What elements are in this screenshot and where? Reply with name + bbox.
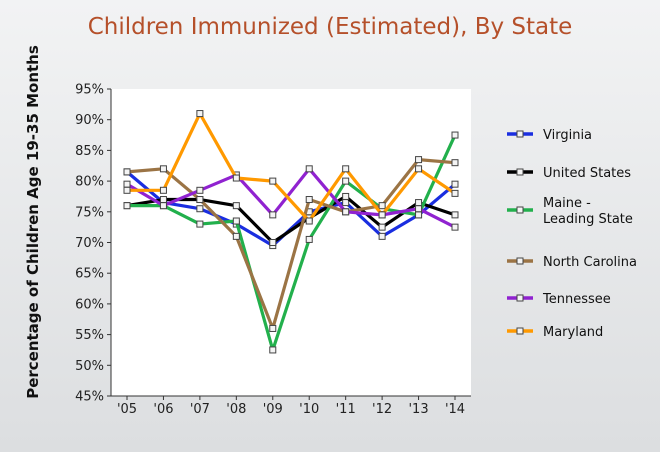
- data-point: [342, 192, 350, 200]
- data-point: [451, 131, 459, 139]
- y-tick-label: 95%: [75, 83, 104, 98]
- y-tick-label: 55%: [75, 328, 104, 343]
- y-tick-label: 75%: [75, 205, 104, 220]
- series-line: [125, 167, 457, 229]
- legend-label: Tennessee: [542, 292, 611, 307]
- series-3: [123, 156, 459, 332]
- data-point: [378, 232, 386, 240]
- data-point: [232, 232, 240, 240]
- legend-label: Virginia: [543, 128, 592, 143]
- data-point: [451, 211, 459, 219]
- data-point: [269, 239, 277, 246]
- data-point: [451, 180, 459, 188]
- series-5: [123, 110, 459, 225]
- y-tick-label: 80%: [75, 175, 104, 190]
- y-tick-label: 50%: [75, 359, 104, 374]
- chart-title: Children Immunized (Estimated), By State: [87, 14, 573, 40]
- data-point: [123, 202, 131, 210]
- y-tick-label: 45%: [75, 390, 104, 405]
- legend-label: North Carolina: [543, 255, 637, 270]
- data-point: [415, 199, 423, 207]
- y-axis-label: Percentage of Children Age 19-35 Months: [24, 45, 42, 399]
- series-line: [125, 111, 457, 223]
- data-point: [305, 196, 313, 204]
- data-point: [378, 211, 386, 219]
- y-tick-label: 85%: [75, 144, 104, 159]
- data-point: [378, 202, 386, 210]
- data-point: [232, 174, 240, 182]
- data-point: [269, 211, 277, 219]
- data-point: [342, 199, 350, 207]
- data-point: [269, 324, 277, 332]
- x-tick-label: '14: [445, 402, 465, 417]
- x-tick-label: '13: [408, 402, 428, 417]
- data-point: [269, 346, 277, 354]
- data-point: [342, 165, 350, 173]
- x-tick-label: '11: [336, 402, 356, 417]
- data-point: [305, 217, 313, 225]
- legend-marker: [516, 327, 524, 335]
- data-point: [159, 186, 167, 194]
- data-point: [232, 217, 240, 225]
- legend-marker: [516, 206, 524, 214]
- data-point: [378, 223, 386, 231]
- data-point: [415, 205, 423, 213]
- legend-label: United States: [543, 166, 631, 181]
- plot-area: [111, 89, 471, 396]
- data-point: [342, 177, 350, 185]
- x-tick-label: '10: [299, 402, 319, 417]
- data-point: [451, 189, 459, 197]
- data-point: [123, 186, 131, 194]
- legend-label: Maryland: [543, 325, 603, 340]
- data-point: [159, 165, 167, 173]
- data-point: [415, 165, 423, 173]
- data-point: [451, 159, 459, 167]
- data-point: [415, 211, 423, 219]
- data-point: [269, 177, 277, 185]
- data-point: [159, 196, 167, 204]
- data-point: [196, 196, 204, 204]
- y-tick-label: 90%: [75, 113, 104, 128]
- x-tick-label: '09: [263, 402, 283, 417]
- legend-marker: [516, 130, 524, 138]
- x-tick-label: '07: [190, 402, 210, 417]
- data-point: [451, 223, 459, 231]
- y-tick-label: 65%: [75, 267, 104, 282]
- legend-marker: [516, 257, 524, 265]
- x-tick-label: '05: [117, 402, 137, 417]
- y-tick-label: 70%: [75, 236, 104, 251]
- data-point: [123, 180, 131, 188]
- data-point: [415, 156, 423, 164]
- data-point: [123, 168, 131, 176]
- legend-marker: [516, 294, 524, 302]
- data-point: [342, 208, 350, 216]
- data-point: [232, 202, 240, 210]
- legend-label: Maine -Leading State: [543, 196, 633, 227]
- data-point: [196, 220, 204, 228]
- legend-marker: [516, 168, 524, 176]
- data-point: [305, 235, 313, 243]
- data-point: [196, 205, 204, 213]
- data-point: [196, 110, 204, 118]
- data-point: [196, 186, 204, 194]
- y-tick-label: 60%: [75, 297, 104, 312]
- series-line: [125, 158, 457, 331]
- x-tick-label: '08: [226, 402, 246, 417]
- x-tick-label: '06: [153, 402, 173, 417]
- x-tick-label: '12: [372, 402, 392, 417]
- data-point: [159, 202, 167, 210]
- data-point: [305, 165, 313, 173]
